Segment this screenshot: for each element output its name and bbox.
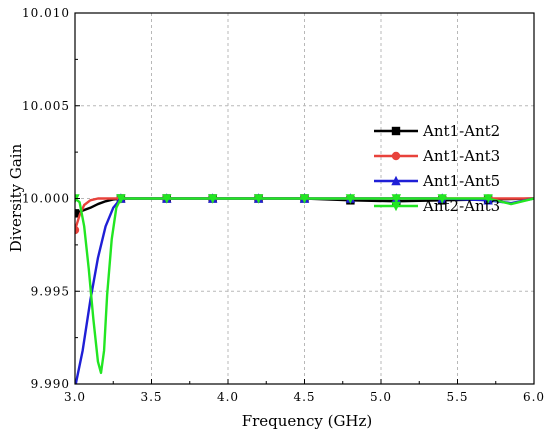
legend-item: Ant2-Ant3: [374, 197, 500, 215]
data-point: [116, 194, 126, 204]
x-tick-label: 6.0: [523, 390, 545, 404]
y-tick-label: 9.990: [31, 377, 70, 391]
y-tick-label: 10.010: [22, 6, 70, 20]
legend-label: Ant1-Ant2: [422, 122, 500, 140]
y-tick-label: 10.005: [22, 99, 70, 113]
y-tick-label: 10.000: [22, 192, 70, 206]
x-tick-label: 3.5: [140, 390, 162, 404]
y-axis-title: Diversity Gain: [7, 143, 25, 252]
legend-swatch-marker: [391, 175, 401, 186]
plot-layer: [75, 193, 534, 384]
data-point: [345, 194, 356, 204]
x-tick-label: 4.0: [217, 390, 239, 404]
data-point: [391, 194, 401, 204]
series-ant1-ant5: [75, 193, 534, 384]
data-point: [75, 209, 80, 218]
x-tick-label: 5.5: [446, 390, 468, 404]
data-point: [162, 194, 172, 204]
legend-item: Ant1-Ant5: [374, 172, 500, 190]
legend-swatch-marker: [391, 151, 401, 161]
data-point: [299, 194, 310, 204]
x-tick-label: 3.0: [64, 390, 86, 404]
legend-label: Ant1-Ant3: [422, 147, 500, 165]
legend-item: Ant1-Ant3: [374, 147, 500, 165]
legend: Ant1-Ant2 Ant1-Ant3 Ant1-Ant5 Ant2-Ant3: [374, 122, 500, 215]
series-line: [75, 197, 534, 384]
data-point: [208, 194, 218, 204]
x-tick-label: 5.0: [370, 390, 392, 404]
legend-swatch-marker: [391, 126, 401, 136]
data-point: [75, 225, 80, 235]
data-point: [483, 194, 493, 204]
data-point: [253, 194, 264, 204]
x-axis-title: Frequency (GHz): [242, 412, 373, 430]
legend-swatch-marker: [391, 201, 401, 212]
x-tick-label: 4.5: [293, 390, 315, 404]
y-tick-label: 9.995: [31, 284, 70, 298]
series-line: [75, 197, 534, 375]
data-point: [437, 194, 447, 204]
axes-layer: 3.0 3.5 4.0 4.5 5.0 5.5 6.0 9.990 9.995 10.000 10.…: [22, 6, 545, 404]
legend-label: Ant2-Ant3: [422, 197, 500, 215]
legend-item: Ant1-Ant2: [374, 122, 500, 140]
legend-label: Ant1-Ant5: [422, 172, 500, 190]
series-ant2-ant3: [75, 194, 534, 375]
